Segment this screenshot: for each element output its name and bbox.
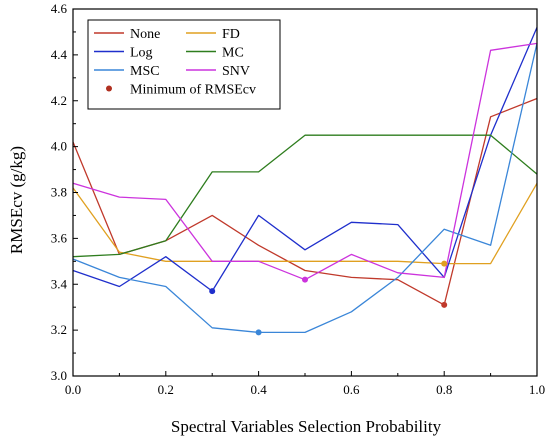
x-tick-label-0: 0.0 <box>65 382 81 397</box>
legend: None FD Log MC MSC SNV Minimum of RMSEcv <box>87 19 281 110</box>
legend-marker-minimum <box>106 85 112 92</box>
axes: 0.0 0.2 0.4 0.6 0.8 1.0 3.0 3.2 3.4 3.6 3.8 4.0 4.2 4… <box>51 1 545 397</box>
legend-label-msc: MSC <box>130 64 160 79</box>
x-tick-label-4: 0.8 <box>436 382 452 397</box>
y-tick-label-1: 3.2 <box>51 322 67 337</box>
y-tick-label-8: 4.6 <box>51 1 68 16</box>
minimum-marker-none <box>441 301 448 308</box>
legend-label-minimum: Minimum of RMSEcv <box>130 83 256 98</box>
legend-label-mc: MC <box>222 46 244 61</box>
y-tick-label-4: 3.8 <box>51 185 67 200</box>
legend-label-log: Log <box>130 46 153 61</box>
minimum-marker-snv <box>302 276 308 283</box>
y-tick-label-6: 4.2 <box>51 93 67 108</box>
x-axis-title: Spectral Variables Selection Probability <box>171 417 442 436</box>
legend-box <box>87 19 281 110</box>
x-tick-label-1: 0.2 <box>158 382 174 397</box>
y-tick-label-0: 3.0 <box>51 368 67 383</box>
x-tick-label-5: 1.0 <box>529 382 545 397</box>
x-tick-label-3: 0.6 <box>343 382 360 397</box>
minimum-marker-log <box>209 288 216 295</box>
legend-label-none: None <box>130 27 160 42</box>
series-line-none <box>72 97 538 306</box>
legend-label-snv: SNV <box>222 64 250 79</box>
series-line-mc <box>72 134 538 258</box>
y-tick-label-7: 4.4 <box>51 47 68 62</box>
minimum-marker-msc <box>255 329 262 336</box>
series-line-msc <box>72 43 538 334</box>
x-tick-label-2: 0.4 <box>250 382 267 397</box>
plot-area <box>72 27 538 336</box>
minimum-marker-fd <box>441 260 448 267</box>
y-tick-label-5: 4.0 <box>51 139 67 154</box>
y-axis-title: RMSEcv (g/kg) <box>7 146 26 254</box>
series-line-fd <box>72 182 538 265</box>
legend-label-fd: FD <box>222 27 240 42</box>
y-tick-label-2: 3.4 <box>51 276 68 291</box>
series-line-log <box>72 27 538 292</box>
y-tick-label-3: 3.6 <box>51 230 68 245</box>
